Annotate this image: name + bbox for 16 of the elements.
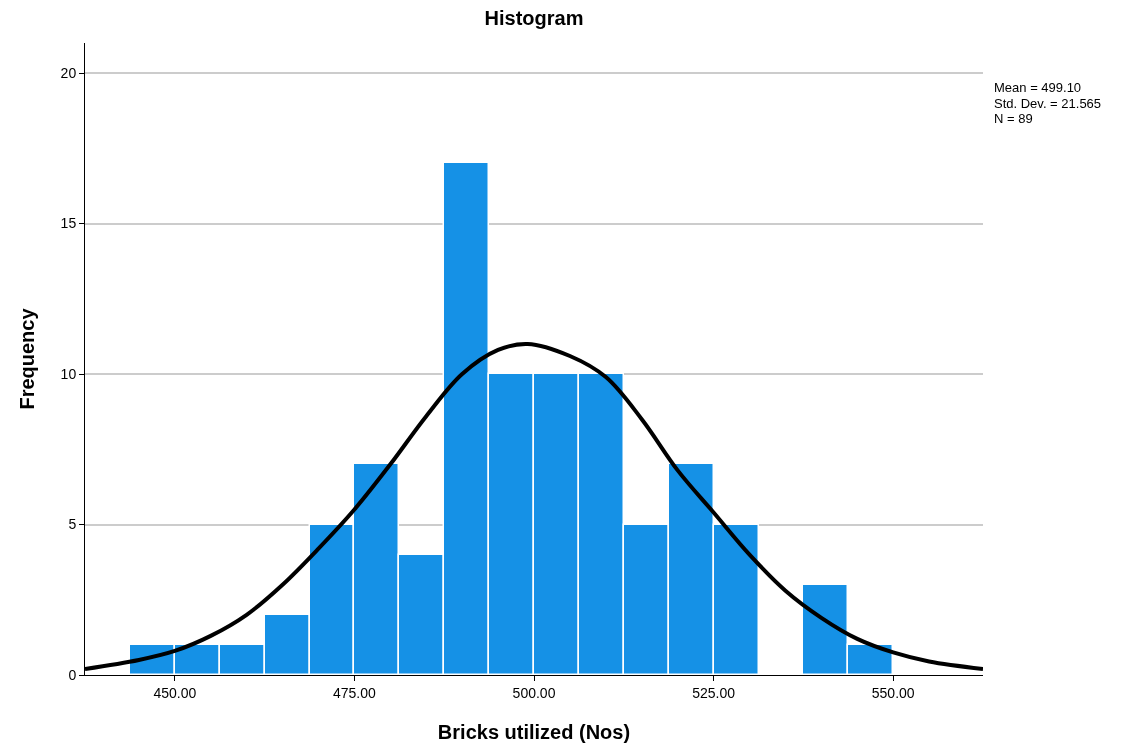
y-tick-label: 20	[60, 65, 77, 81]
y-axis-title: Frequency	[16, 307, 39, 410]
y-tick-label: 10	[60, 365, 77, 382]
y-tick-label: 5	[68, 516, 77, 533]
text: Mean = 499.10	[994, 80, 1082, 95]
text: N = 89	[994, 111, 1033, 126]
x-tick-label: 550.00	[871, 684, 915, 701]
y-tick-label: 0	[68, 666, 77, 683]
chart-title: Histogram	[484, 7, 584, 30]
text: Std. Dev. = 21.565	[994, 96, 1102, 111]
x-tick-label: 525.00	[692, 684, 736, 701]
x-tick-label: 450.00	[153, 684, 197, 701]
y-tick-label: 15	[60, 215, 77, 232]
x-tick-label: 500.00	[512, 684, 556, 701]
x-axis-title: Bricks utilized (Nos)	[437, 721, 631, 744]
x-tick-label: 475.00	[332, 684, 377, 701]
